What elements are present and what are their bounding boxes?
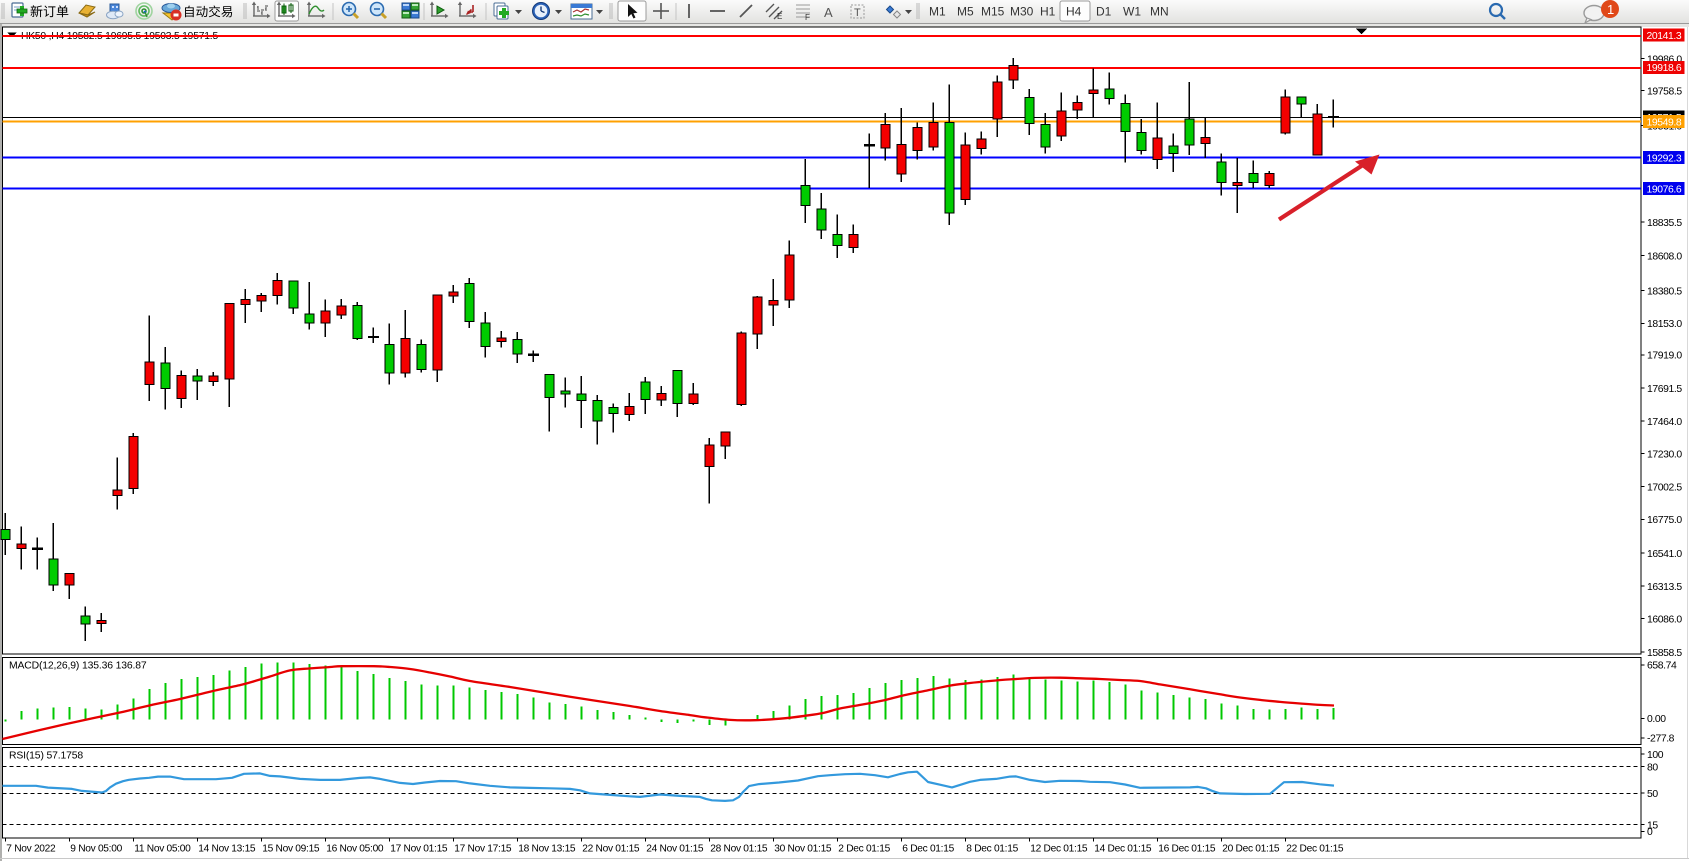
- svg-text:F: F: [805, 13, 810, 22]
- svg-text:M5: M5: [957, 5, 974, 19]
- svg-text:MN: MN: [1150, 5, 1169, 19]
- svg-text:16313.5: 16313.5: [1647, 582, 1682, 593]
- svg-text:19758.5: 19758.5: [1647, 86, 1682, 97]
- svg-text:30 Nov 01:15: 30 Nov 01:15: [774, 844, 832, 855]
- svg-text:16775.0: 16775.0: [1647, 515, 1682, 526]
- svg-text:19986.0: 19986.0: [1647, 55, 1682, 66]
- svg-text:18153.0: 18153.0: [1647, 319, 1682, 330]
- svg-text:2 Dec 01:15: 2 Dec 01:15: [838, 844, 890, 855]
- svg-text:17464.0: 17464.0: [1647, 417, 1682, 428]
- svg-text:19918.6: 19918.6: [1647, 63, 1682, 74]
- svg-text:15: 15: [1647, 820, 1658, 831]
- svg-text:20141.3: 20141.3: [1647, 31, 1682, 42]
- svg-text:16086.0: 16086.0: [1647, 614, 1682, 625]
- svg-text:28 Nov 01:15: 28 Nov 01:15: [710, 844, 768, 855]
- svg-text:D1: D1: [1096, 5, 1112, 19]
- svg-text:T: T: [854, 7, 861, 19]
- svg-text:E: E: [777, 12, 782, 21]
- svg-text:12 Dec 01:15: 12 Dec 01:15: [1030, 844, 1088, 855]
- svg-text:18 Nov 13:15: 18 Nov 13:15: [518, 844, 576, 855]
- svg-text:6 Dec 01:15: 6 Dec 01:15: [902, 844, 954, 855]
- svg-text:11 Nov 05:00: 11 Nov 05:00: [134, 844, 191, 855]
- svg-text:20 Dec 01:15: 20 Dec 01:15: [1222, 844, 1280, 855]
- svg-text:16 Nov 05:00: 16 Nov 05:00: [326, 844, 384, 855]
- svg-text:16541.0: 16541.0: [1647, 549, 1682, 560]
- svg-text:0: 0: [1647, 827, 1653, 838]
- svg-text:A: A: [824, 5, 833, 20]
- svg-text:18380.5: 18380.5: [1647, 287, 1682, 298]
- svg-text:MACD(12,26,9) 135.36 136.87: MACD(12,26,9) 135.36 136.87: [9, 661, 147, 672]
- svg-text:9 Nov 05:00: 9 Nov 05:00: [70, 844, 122, 855]
- svg-text:80: 80: [1647, 762, 1658, 773]
- svg-text:14 Dec 01:15: 14 Dec 01:15: [1094, 844, 1152, 855]
- svg-text:15 Nov 09:15: 15 Nov 09:15: [262, 844, 320, 855]
- svg-text:M30: M30: [1010, 5, 1034, 19]
- svg-text:22 Dec 01:15: 22 Dec 01:15: [1286, 844, 1344, 855]
- svg-text:24 Nov 01:15: 24 Nov 01:15: [646, 844, 704, 855]
- svg-text:16 Dec 01:15: 16 Dec 01:15: [1158, 844, 1216, 855]
- svg-text:658.74: 658.74: [1647, 661, 1677, 672]
- svg-text:H1: H1: [1040, 5, 1056, 19]
- svg-text:17691.5: 17691.5: [1647, 384, 1682, 395]
- svg-text:17 Nov 17:15: 17 Nov 17:15: [454, 844, 512, 855]
- svg-text:M1: M1: [929, 5, 946, 19]
- svg-text:17002.5: 17002.5: [1647, 482, 1682, 493]
- svg-text:14 Nov 13:15: 14 Nov 13:15: [198, 844, 256, 855]
- svg-text:17919.0: 17919.0: [1647, 351, 1682, 362]
- svg-text:18608.0: 18608.0: [1647, 251, 1682, 262]
- svg-text:15858.5: 15858.5: [1647, 648, 1682, 659]
- svg-text:18835.5: 18835.5: [1647, 218, 1682, 229]
- svg-text:19549.8: 19549.8: [1647, 117, 1682, 128]
- svg-text:50: 50: [1647, 789, 1658, 800]
- svg-text:19076.6: 19076.6: [1647, 185, 1682, 196]
- svg-text:100: 100: [1647, 750, 1664, 761]
- svg-text:0.00: 0.00: [1647, 714, 1666, 725]
- svg-text:17 Nov 01:15: 17 Nov 01:15: [390, 844, 448, 855]
- svg-text:M15: M15: [981, 5, 1005, 19]
- svg-text:7 Nov 2022: 7 Nov 2022: [6, 844, 56, 855]
- svg-text:17230.0: 17230.0: [1647, 450, 1682, 461]
- svg-text:1: 1: [1607, 2, 1614, 17]
- svg-text:RSI(15) 57.1758: RSI(15) 57.1758: [9, 751, 83, 762]
- svg-text:H4: H4: [1066, 5, 1082, 19]
- svg-text:8 Dec 01:15: 8 Dec 01:15: [966, 844, 1018, 855]
- svg-text:W1: W1: [1123, 5, 1141, 19]
- svg-text:-277.8: -277.8: [1647, 734, 1675, 745]
- svg-text:19292.3: 19292.3: [1647, 153, 1682, 164]
- svg-text:22 Nov 01:15: 22 Nov 01:15: [582, 844, 640, 855]
